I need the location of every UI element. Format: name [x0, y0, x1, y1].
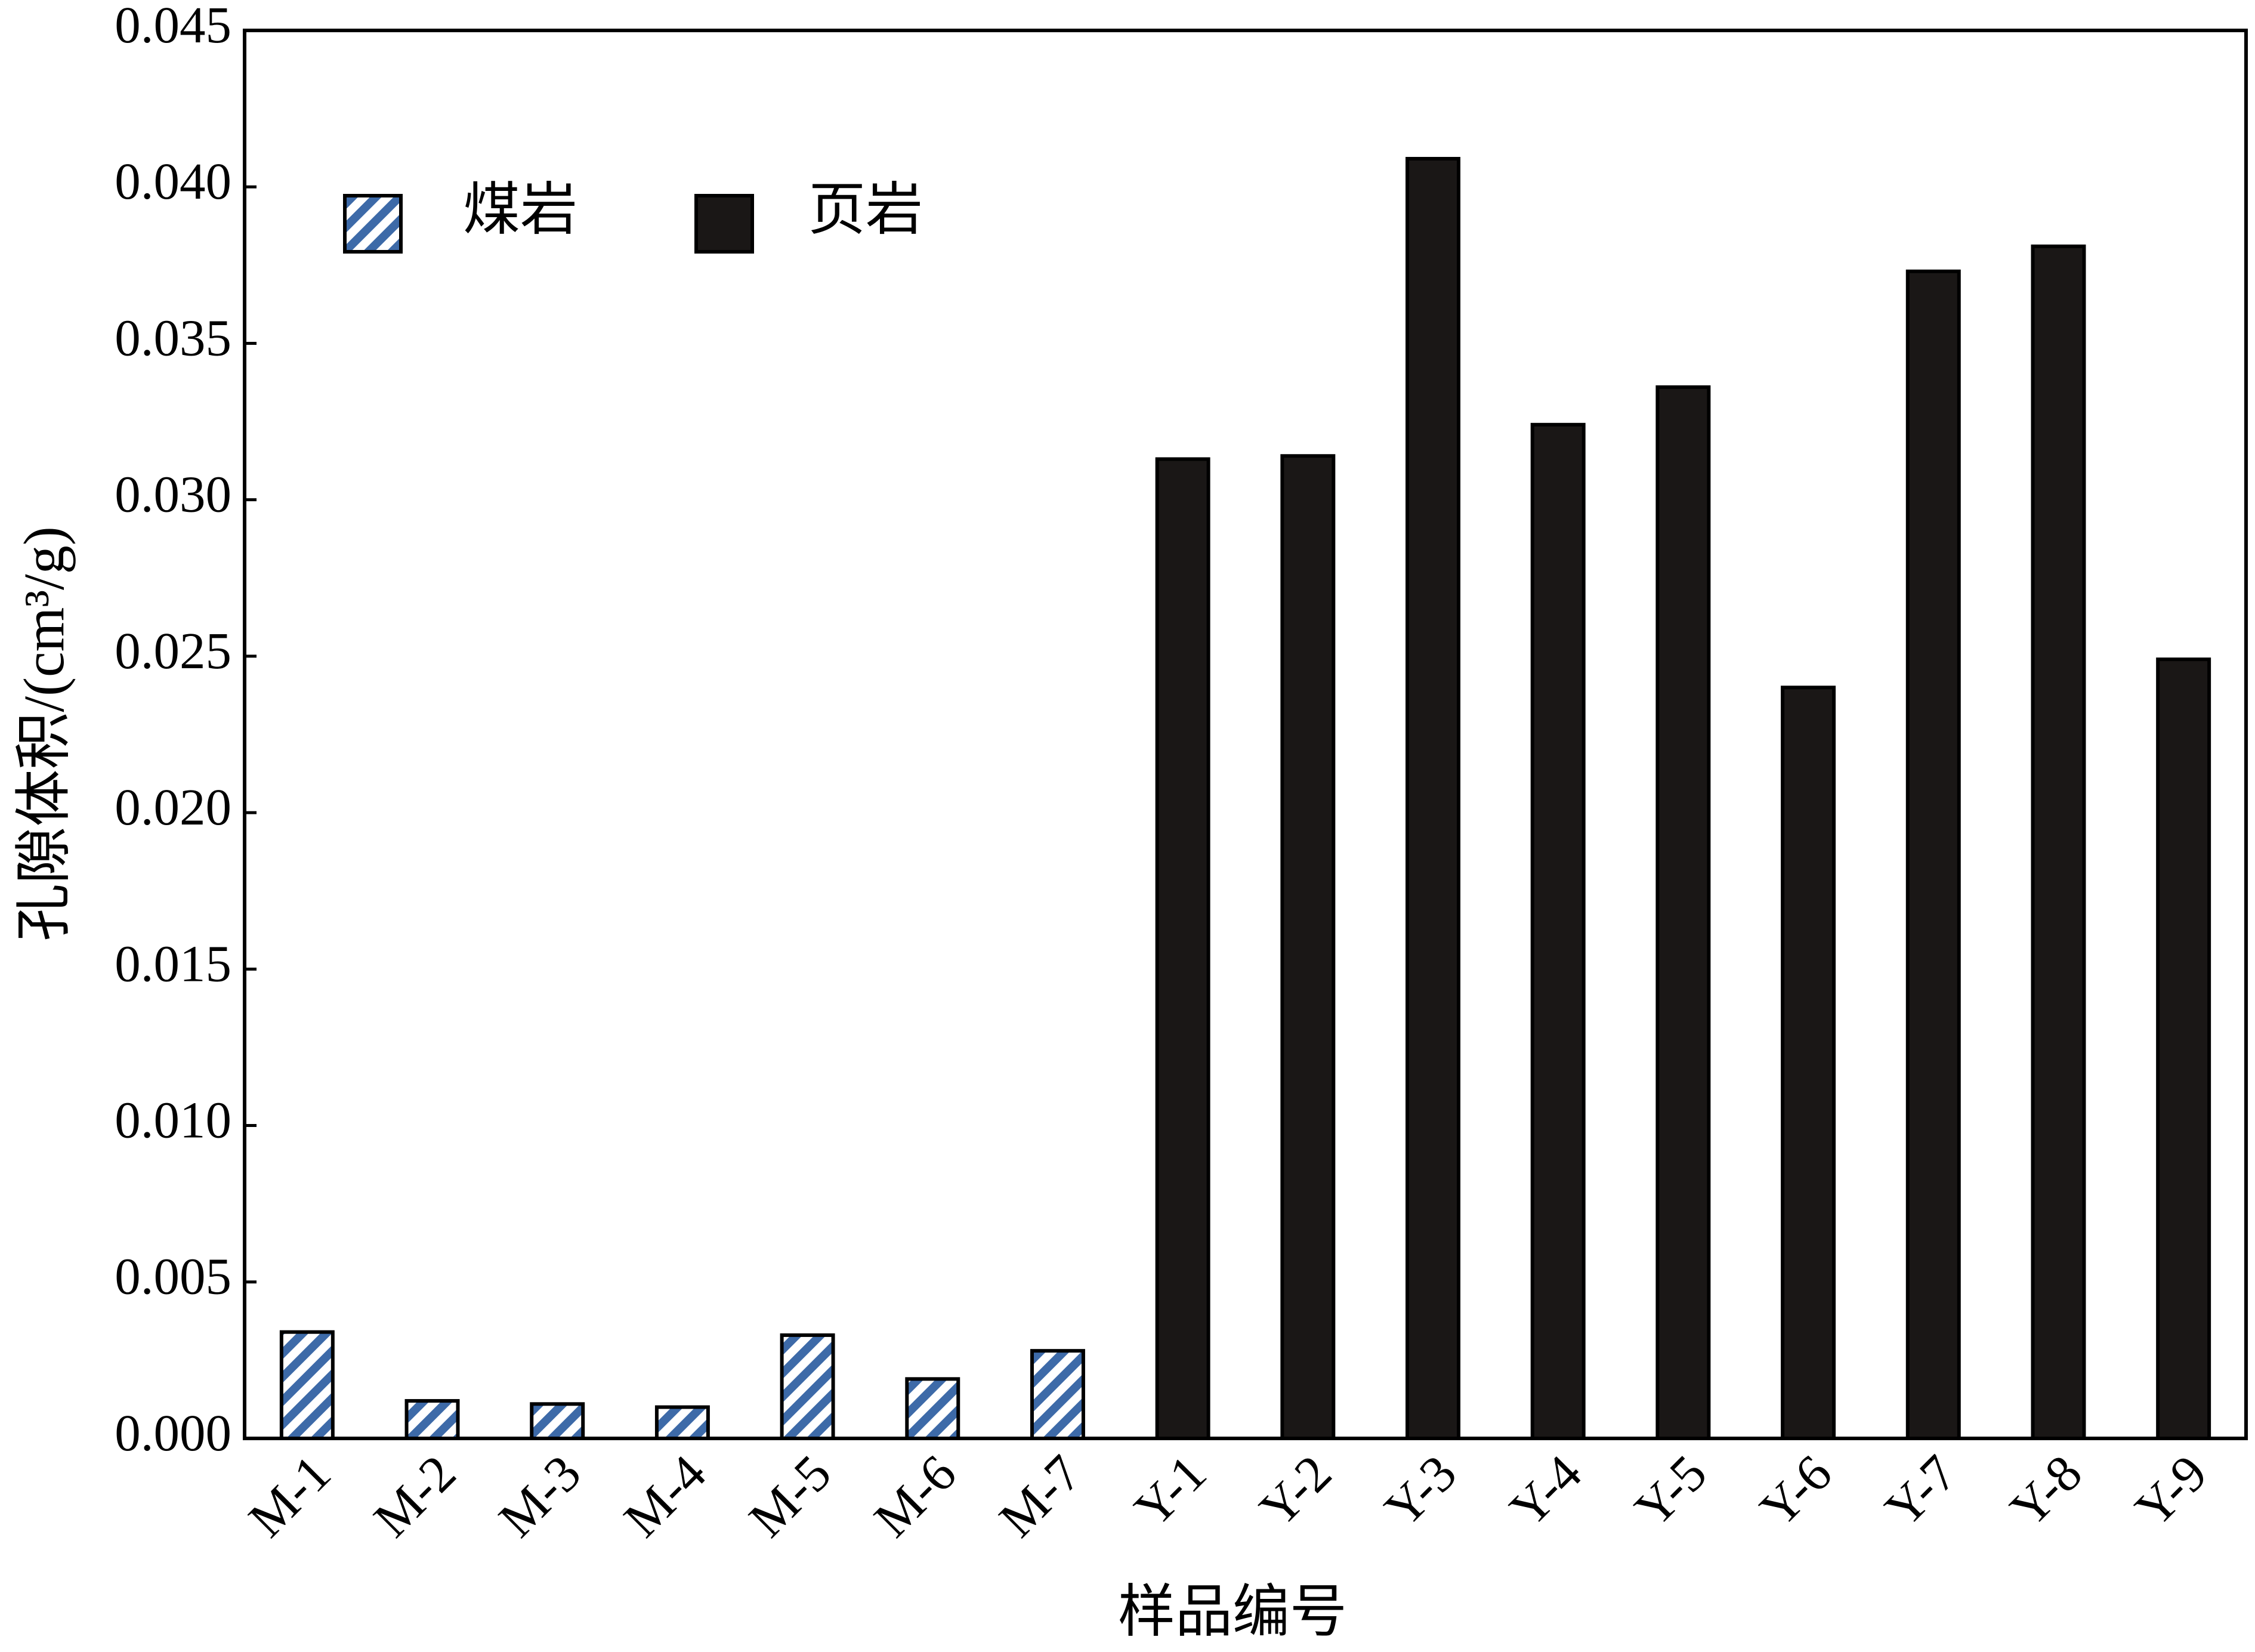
y-tick-label: 0.035: [115, 308, 231, 366]
bar: [1905, 269, 1961, 1440]
x-tick-label: M-3: [487, 1444, 592, 1548]
legend-label: 页岩: [808, 178, 923, 242]
x-tick-label: Y-1: [1123, 1444, 1217, 1537]
x-tick-label: M-7: [988, 1444, 1092, 1548]
bar: [404, 1399, 460, 1440]
x-tick-label: Y-3: [1373, 1444, 1467, 1537]
bar: [530, 1402, 585, 1440]
y-tick-label: 0.005: [115, 1248, 231, 1305]
x-tick-label: Y-2: [1248, 1444, 1342, 1537]
x-axis-title: 样品编号: [1118, 1580, 1347, 1644]
y-tick-label: 0.015: [115, 934, 231, 992]
x-tick-label: M-4: [613, 1444, 717, 1548]
bar: [1781, 685, 1836, 1440]
x-tick-label: Y-9: [2124, 1444, 2217, 1537]
y-tick-label: 0.020: [115, 778, 231, 836]
y-axis-title: 孔隙体积/(cm³/g): [12, 526, 76, 941]
bar: [780, 1333, 835, 1441]
x-tick-label: M-2: [363, 1444, 467, 1548]
plot-frame: [243, 29, 2248, 1440]
bar: [2156, 657, 2211, 1440]
y-tick-label: 0.025: [115, 622, 231, 680]
bar: [905, 1377, 960, 1440]
bar: [1405, 157, 1461, 1440]
x-tick-label: Y-8: [1999, 1444, 2093, 1537]
bar: [1280, 454, 1336, 1441]
legend-swatch: [343, 194, 403, 254]
y-tick-label: 0.010: [115, 1091, 231, 1149]
legend-label: 煤岩: [463, 178, 577, 242]
x-tick-label: Y-6: [1749, 1444, 1842, 1537]
x-tick-label: Y-7: [1874, 1444, 1967, 1537]
bar: [1155, 457, 1210, 1440]
x-tick-label: Y-4: [1499, 1444, 1592, 1537]
y-tick-label: 0.030: [115, 465, 231, 523]
y-tick-label: 0.000: [115, 1404, 231, 1462]
legend-swatch: [694, 194, 754, 254]
x-tick-label: M-5: [738, 1444, 842, 1548]
y-tick-label: 0.045: [115, 0, 231, 54]
x-tick-label: M-6: [863, 1444, 967, 1548]
bar: [1530, 422, 1586, 1440]
bar: [654, 1405, 710, 1441]
y-tick-label: 0.040: [115, 152, 231, 210]
bar: [2031, 244, 2086, 1440]
bar: [1030, 1349, 1085, 1440]
x-tick-label: Y-5: [1624, 1444, 1717, 1537]
x-tick-label: M-1: [237, 1444, 342, 1548]
bar: [279, 1330, 335, 1441]
bar: [1655, 385, 1711, 1440]
